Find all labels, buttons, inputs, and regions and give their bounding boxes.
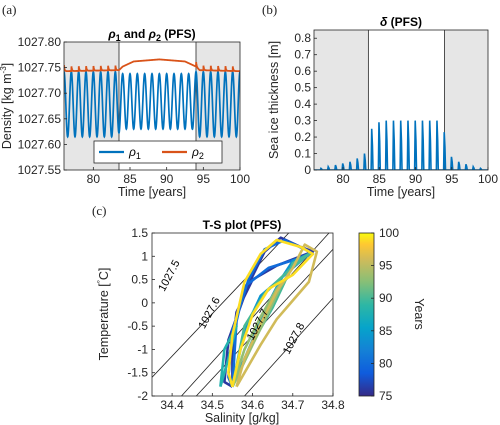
chart-b-ytick-label: 0.8 (294, 31, 311, 45)
chart-a-ytick-label: 1027.70 (18, 86, 62, 100)
isopycnal-line-0 (152, 233, 290, 378)
chart-c-ytick-label: -2 (137, 389, 148, 403)
chart-a-ytick-label: 1027.80 (18, 35, 62, 49)
colorbar-tick-label: 85 (379, 324, 393, 338)
colorbar-tick-label: 95 (379, 259, 393, 273)
colorbar-tick-label: 100 (379, 226, 399, 240)
chart-b-ylabel: Sea ice thickness [m] (267, 41, 281, 159)
chart-b-title: δ (PFS) (380, 15, 422, 29)
chart-a-xlabel: Time [years] (118, 185, 186, 199)
chart-c-xtick-label: 34.6 (241, 398, 265, 412)
panel-label-a: (a) (2, 2, 16, 17)
chart-b-shade-0 (314, 30, 369, 170)
chart-c-xtick-label: 34.4 (160, 398, 184, 412)
isopycnal-label-3: 1027.8 (281, 321, 307, 356)
isopycnal-label-1: 1027.6 (196, 295, 222, 330)
colorbar-tick-label: 80 (379, 356, 393, 370)
chart-b-ytick-label: 0.1 (294, 147, 311, 161)
chart-b: 80 85 90 95 100 0 0.1 0.2 0.3 0.4 0.5 0.6 0.7 0.8 δ (… (267, 15, 498, 199)
chart-a-ylabel: Density [kg m-3] (0, 63, 14, 149)
ts-trajectory-99 (227, 238, 315, 388)
colorbar-tick-label: 75 (379, 389, 393, 403)
chart-c-ytick-label: -1.5 (127, 366, 148, 380)
chart-c-ytick-label: 0 (141, 296, 148, 310)
chart-b-xtick-label: 100 (478, 172, 498, 186)
chart-c-title: T-S plot (PFS) (203, 218, 282, 232)
chart-c-ytick-label: -1 (137, 342, 148, 356)
chart-c-frame (151, 232, 334, 397)
chart-a-ytick-label: 1027.55 (18, 163, 62, 177)
isopycnal-line-3 (244, 297, 333, 396)
chart-c-xtick-label: 34.5 (201, 398, 225, 412)
chart-b-xtick-label: 85 (373, 172, 387, 186)
chart-b-ytick-label: 0.6 (294, 64, 311, 78)
chart-a-ytick-label: 1027.60 (18, 137, 62, 151)
chart-a-legend: ρ1 ρ2 (93, 140, 223, 164)
chart-a-title: ρ1 and ρ2 (PFS) (107, 27, 195, 43)
chart-a-frame (63, 41, 241, 171)
chart-b-ytick-label: 0.7 (294, 48, 311, 62)
chart-a-xtick-label: 90 (160, 172, 174, 186)
chart-c-xlabel: Salinity [g/kg] (205, 411, 279, 425)
chart-b-xtick-label: 95 (445, 172, 459, 186)
panel-label-b: (b) (262, 2, 277, 17)
chart-b-frame (313, 29, 489, 171)
chart-c-ytick-label: -0.5 (127, 319, 148, 333)
chart-b-ytick-label: 0.3 (294, 114, 311, 128)
chart-a-ytick-label: 1027.65 (18, 112, 62, 126)
ts-trajectory-96 (235, 243, 319, 388)
chart-b-ytick-label: 0.4 (294, 97, 311, 111)
isopycnal-label-0: 1027.5 (156, 258, 182, 293)
series-rho2-line (64, 58, 240, 73)
chart-b-shade-1 (444, 30, 488, 170)
chart-a-xtick-label: 80 (87, 172, 101, 186)
chart-c-xtick-label: 34.8 (321, 398, 345, 412)
chart-c-ytick-label: 1.5 (131, 226, 148, 240)
colorbar-label: Years (412, 298, 426, 330)
ts-trajectory-88 (219, 324, 238, 388)
chart-a-xtick-label: 95 (197, 172, 211, 186)
chart-b-ytick-label: 0.2 (294, 130, 311, 144)
panel-label-c: (c) (92, 203, 106, 218)
chart-c-ytick-label: 1 (141, 249, 148, 263)
isopycnal-line-1 (180, 233, 330, 396)
chart-a: 80 85 90 95 100 1027.55 1027.60 1027.65 1027.70 1… (0, 27, 250, 199)
chart-c-xtick-label: 34.7 (281, 398, 305, 412)
chart-a-ytick-label: 1027.75 (18, 61, 62, 75)
colorbar (358, 232, 375, 397)
colorbar-tick-label: 90 (379, 291, 393, 305)
series-delta-line (314, 120, 488, 170)
chart-b-ytick-label: 0.5 (294, 81, 311, 95)
chart-a-xtick-label: 85 (123, 172, 137, 186)
chart-c-ytick-label: 0.5 (131, 273, 148, 287)
chart-a-xtick-label: 100 (230, 172, 250, 186)
series-rho1-line (64, 69, 240, 139)
chart-b-ytick-label: 0 (304, 163, 311, 177)
chart-c-ylabel: Temperature [°C] (96, 268, 111, 361)
chart-b-xlabel: Time [years] (367, 185, 435, 199)
chart-b-xtick-label: 90 (409, 172, 423, 186)
chart-b-xtick-label: 80 (336, 172, 350, 186)
